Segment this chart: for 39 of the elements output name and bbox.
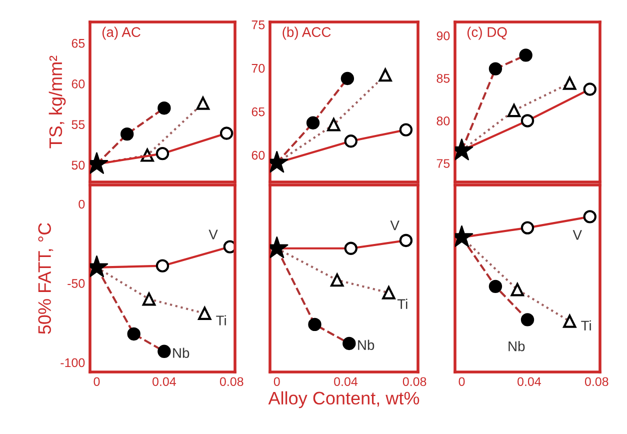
- y-tick-label: 50: [72, 160, 85, 170]
- chart-title: (c) DQ: [467, 26, 507, 40]
- y-tick-label: -100: [60, 358, 85, 368]
- chart-title: (a) AC: [102, 26, 140, 40]
- chart-title: (b) ACC: [282, 26, 331, 40]
- x-tick-label: 0: [458, 377, 465, 386]
- x-tick-label: 0: [94, 377, 100, 386]
- series-label: Nb: [173, 348, 190, 358]
- x-tick-label: 0.08: [584, 377, 608, 386]
- series-label: V: [390, 220, 400, 230]
- y-tick-label: 80: [436, 116, 450, 126]
- series-label: Nb: [508, 341, 525, 352]
- series-label: Ti: [397, 298, 408, 309]
- y-tick-label: 0: [78, 200, 85, 209]
- y-tick-label: 85: [436, 74, 450, 83]
- y-tick-label: 90: [436, 31, 450, 40]
- y-tick-label: 60: [72, 80, 85, 88]
- series-label: Ti: [216, 315, 226, 326]
- series-label: V: [208, 230, 218, 240]
- y-axis-title: TS, kg/mm²: [48, 56, 66, 148]
- y-tick-label: 75: [436, 159, 450, 168]
- y-tick-label: 55: [72, 120, 85, 129]
- x-tick-label: 0.08: [220, 377, 244, 386]
- x-tick-label: 0.04: [334, 377, 358, 386]
- y-tick-label: 65: [252, 107, 265, 116]
- y-tick-label: 65: [72, 38, 85, 48]
- y-tick-label: 70: [252, 64, 265, 73]
- x-tick-label: 0: [274, 377, 280, 386]
- y-tick-label: -50: [68, 279, 85, 288]
- x-axis-title: Alloy Content, wt%: [268, 391, 420, 408]
- x-tick-label: 0.04: [518, 377, 541, 386]
- y-tick-label: 75: [252, 20, 265, 30]
- x-tick-label: 0.08: [402, 377, 426, 386]
- series-label: V: [572, 230, 582, 240]
- x-tick-label: 0.04: [152, 377, 176, 386]
- series-label: Ti: [581, 320, 591, 330]
- y-axis-title: 50% FATT, °C: [38, 223, 54, 334]
- series-label: Nb: [358, 340, 374, 350]
- y-tick-label: 60: [252, 150, 265, 160]
